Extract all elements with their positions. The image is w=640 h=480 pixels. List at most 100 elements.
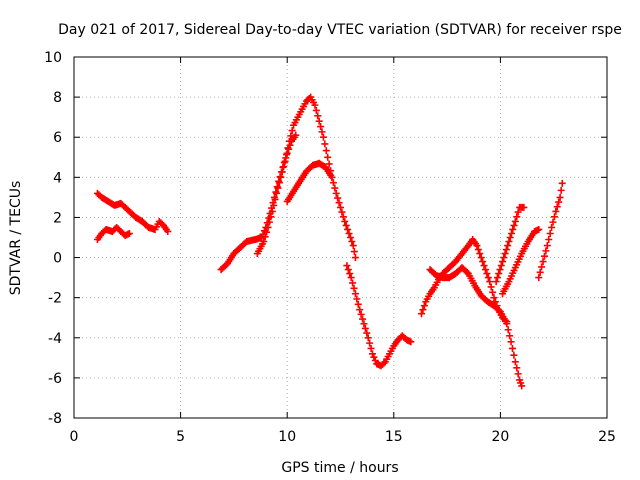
data-point-fill bbox=[331, 184, 339, 192]
data-point-fill bbox=[479, 258, 487, 266]
data-point-fill bbox=[344, 266, 352, 274]
data-point bbox=[343, 262, 351, 270]
data-point bbox=[505, 238, 513, 246]
data-point-fill bbox=[367, 344, 375, 352]
data-point-fill bbox=[545, 236, 553, 244]
data-point bbox=[268, 207, 276, 215]
data-point-fill bbox=[274, 184, 282, 192]
data-point bbox=[535, 225, 543, 233]
data-point bbox=[315, 117, 323, 125]
y-tick-label: 4 bbox=[53, 170, 62, 186]
data-point-fill bbox=[353, 295, 361, 303]
data-point bbox=[520, 203, 528, 211]
data-point bbox=[492, 278, 500, 286]
data-point-fill bbox=[513, 364, 521, 372]
data-point-fill bbox=[555, 198, 563, 206]
data-point-fill bbox=[314, 112, 322, 120]
data-point bbox=[543, 242, 551, 250]
data-point-fill bbox=[371, 357, 379, 365]
data-point-fill bbox=[536, 268, 544, 276]
data-point bbox=[356, 306, 364, 314]
data-point-fill bbox=[265, 218, 273, 226]
data-point-fill bbox=[278, 168, 286, 176]
data-point-fill bbox=[366, 339, 374, 347]
data-point bbox=[477, 254, 485, 262]
data-point-fill bbox=[346, 270, 354, 278]
x-axis-label: GPS time / hours bbox=[281, 460, 398, 476]
data-point bbox=[364, 334, 372, 342]
data-point-fill bbox=[350, 284, 358, 292]
data-point bbox=[347, 274, 355, 282]
x-tick-label: 5 bbox=[176, 429, 185, 445]
data-point-fill bbox=[507, 229, 515, 237]
data-point bbox=[486, 278, 494, 286]
data-point-fill bbox=[344, 225, 352, 233]
data-points bbox=[93, 93, 566, 390]
data-point-fill bbox=[318, 128, 326, 136]
data-point-fill bbox=[480, 262, 488, 270]
data-point-fill bbox=[557, 186, 565, 194]
y-tick-label: 6 bbox=[53, 130, 62, 146]
data-point-fill bbox=[335, 199, 343, 207]
data-point-fill bbox=[495, 307, 503, 315]
data-point-fill bbox=[495, 270, 503, 278]
data-point bbox=[351, 290, 359, 298]
data-point bbox=[264, 223, 272, 231]
x-tick-label: 20 bbox=[491, 429, 509, 445]
data-point bbox=[164, 227, 172, 235]
data-point bbox=[507, 338, 515, 346]
data-point-fill bbox=[357, 310, 365, 318]
data-point-fill bbox=[267, 213, 275, 221]
data-point-fill bbox=[553, 203, 561, 211]
data-point bbox=[360, 320, 368, 328]
data-point-fill bbox=[363, 329, 371, 337]
data-point bbox=[341, 217, 349, 225]
data-point-fill bbox=[504, 326, 512, 334]
data-point-fill bbox=[271, 195, 279, 203]
data-point-fill bbox=[514, 208, 522, 216]
data-point bbox=[273, 189, 281, 197]
data-point-fill bbox=[514, 370, 522, 378]
x-tick-label: 25 bbox=[598, 429, 616, 445]
data-point-fill bbox=[348, 238, 356, 246]
data-point-fill bbox=[280, 163, 288, 171]
data-point bbox=[407, 338, 415, 346]
data-point-fill bbox=[476, 250, 484, 258]
data-point-fill bbox=[546, 229, 554, 237]
data-point bbox=[285, 137, 293, 145]
y-tick-label: 8 bbox=[53, 90, 62, 106]
data-point bbox=[548, 223, 556, 231]
y-tick-label: 10 bbox=[44, 50, 62, 66]
chart-title: Day 021 of 2017, Sidereal Day-to-day VTE… bbox=[58, 22, 622, 38]
y-tick-label: -4 bbox=[48, 331, 62, 347]
y-tick-label: -6 bbox=[48, 371, 62, 387]
data-point-fill bbox=[288, 127, 296, 135]
data-point-fill bbox=[361, 324, 369, 332]
y-tick-label: -8 bbox=[48, 411, 62, 427]
data-point bbox=[332, 189, 340, 197]
data-point-fill bbox=[538, 263, 546, 271]
data-point bbox=[418, 310, 426, 318]
x-tick-label: 10 bbox=[278, 429, 296, 445]
data-point bbox=[499, 258, 507, 266]
data-point-fill bbox=[342, 221, 350, 229]
x-tick-label: 15 bbox=[385, 429, 403, 445]
data-point bbox=[345, 229, 353, 237]
data-point-fill bbox=[284, 144, 292, 152]
data-point-fill bbox=[496, 266, 504, 274]
x-tick-label: 0 bbox=[70, 429, 79, 445]
y-tick-label: 0 bbox=[53, 251, 62, 267]
y-tick-label: -2 bbox=[48, 291, 62, 307]
data-point-fill bbox=[420, 302, 428, 310]
data-point bbox=[311, 101, 319, 109]
tick-labels: 0 5 10 15 20 25 -8 -6 -4 -2 0 2 4 6 8 10 bbox=[44, 50, 616, 445]
data-point bbox=[368, 350, 376, 358]
data-point bbox=[349, 242, 357, 250]
data-point-fill bbox=[338, 208, 346, 216]
y-tick-label: 2 bbox=[53, 210, 62, 226]
data-point bbox=[351, 254, 359, 262]
data-point-fill bbox=[500, 254, 508, 262]
data-point-fill bbox=[510, 351, 518, 359]
data-point bbox=[328, 173, 336, 181]
